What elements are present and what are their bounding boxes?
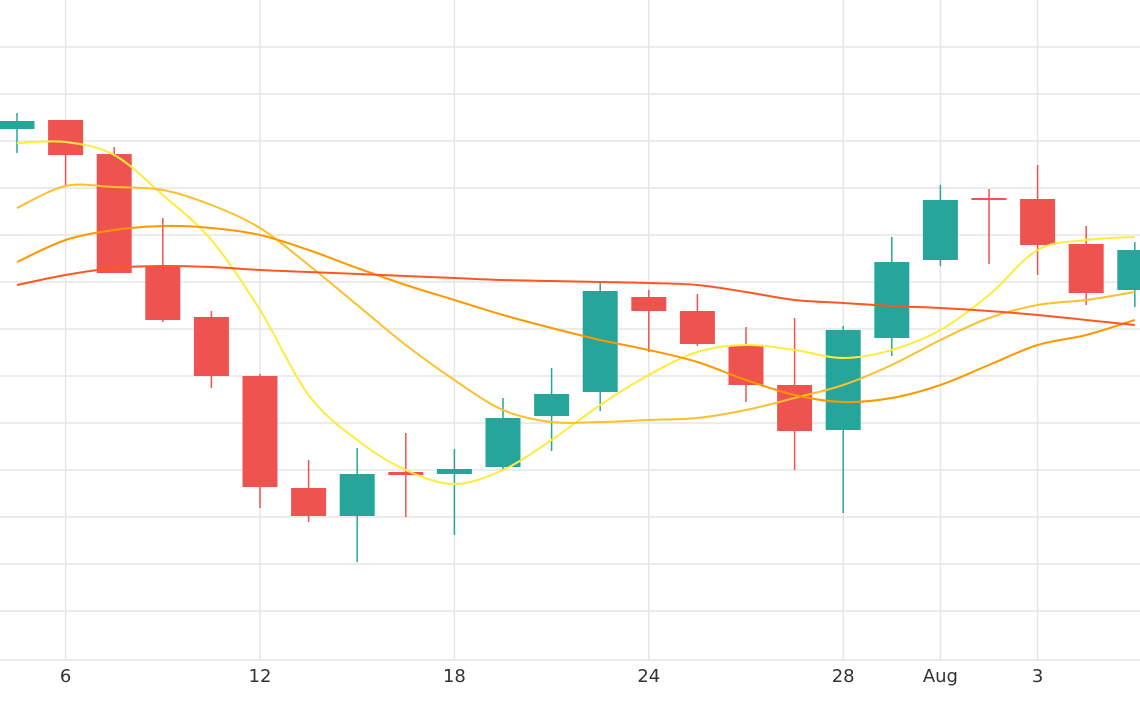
candle-body [48,120,84,155]
candle-body [582,291,618,392]
candle-body [193,317,229,376]
candle-body [96,154,132,273]
moving-average-line [16,264,1135,326]
candle-body [436,469,472,474]
candle-body [971,198,1007,200]
candle-body [291,488,327,516]
x-tick-label: 28 [832,666,855,687]
candle-body [0,121,35,129]
moving-average-line [16,140,1135,486]
candle-body [242,376,278,487]
candle-body [339,474,375,516]
candle-body [145,267,181,320]
moving-average-line [16,183,1135,424]
candle-body [1068,244,1104,293]
moving-average-line [16,224,1136,404]
candle-body [922,200,958,260]
x-tick-label: 6 [60,666,71,687]
x-tick-label: Aug [923,666,958,687]
candle-body [631,297,667,311]
x-tick-label: 24 [637,666,660,687]
candle-body [1020,199,1056,245]
candle-body [1117,250,1140,290]
candle-body [728,345,764,385]
candle-body [388,472,424,475]
candle-body [679,311,715,344]
candle-body [485,418,521,467]
x-tick-label: 18 [443,666,466,687]
candle-body [874,262,910,338]
candle-body [534,394,570,416]
x-tick-label: 12 [249,666,272,687]
x-tick-label: 3 [1032,666,1043,687]
